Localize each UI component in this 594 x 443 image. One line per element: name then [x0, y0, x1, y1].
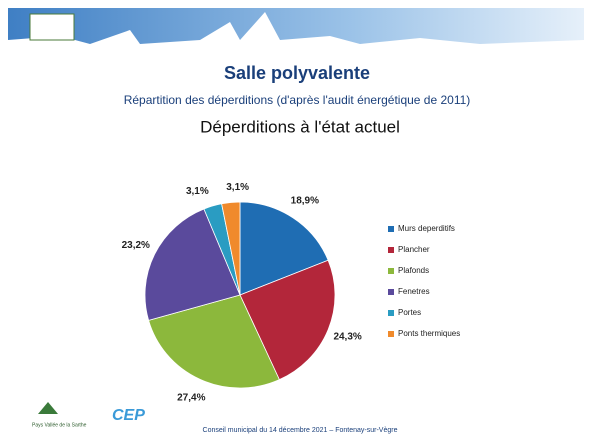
banner — [8, 8, 584, 52]
legend-swatch — [388, 226, 394, 232]
legend: Murs deperditifs Plancher Plafonds Fenetres… — [388, 224, 460, 338]
value-label: 3,1% — [226, 182, 249, 193]
legend-swatch — [388, 268, 394, 274]
legend-swatch — [388, 310, 394, 316]
logo-text: Pays Vallée de la Sarthe — [32, 422, 87, 428]
pie-slice — [221, 201, 241, 296]
legend-label: Ponts thermiques — [398, 329, 460, 338]
pie-slice — [144, 208, 241, 321]
logo-icon — [38, 402, 58, 414]
slide-subtitle: Répartition des déperditions (d'après l'… — [124, 93, 471, 107]
legend-label: Murs deperditifs — [398, 224, 455, 233]
value-label: 27,4% — [177, 393, 205, 404]
pie-slice — [239, 259, 336, 381]
legend-label: Plafonds — [398, 266, 429, 275]
pie: 18,9% 24,3% 27,4% 23,2% 3,1% 3,1% — [122, 182, 362, 404]
legend-label: Fenetres — [398, 287, 430, 296]
slide-title: Salle polyvalente — [224, 63, 370, 83]
logo-cep: CEP — [112, 407, 145, 424]
footer-text: Conseil municipal du 14 décembre 2021 – … — [203, 427, 398, 434]
legend-label: Portes — [398, 308, 421, 317]
legend-label: Plancher — [398, 245, 430, 254]
pie-slice — [239, 201, 329, 296]
pie-slice — [148, 294, 280, 389]
value-label: 3,1% — [186, 186, 209, 197]
legend-swatch — [388, 289, 394, 295]
legend-swatch — [388, 331, 394, 337]
legend-swatch — [388, 247, 394, 253]
value-label: 18,9% — [291, 196, 319, 207]
value-label: 23,2% — [122, 240, 150, 251]
chart-title: Déperditions à l'état actuel — [200, 117, 400, 136]
value-label: 24,3% — [333, 332, 361, 343]
